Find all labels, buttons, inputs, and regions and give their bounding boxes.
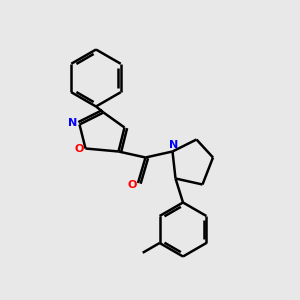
Text: N: N xyxy=(169,140,178,150)
Text: N: N xyxy=(68,118,77,128)
Text: O: O xyxy=(127,179,137,190)
Text: O: O xyxy=(74,143,84,154)
